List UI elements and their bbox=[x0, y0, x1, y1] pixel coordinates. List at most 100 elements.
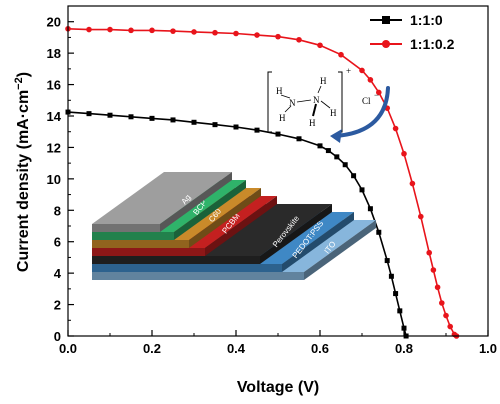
y-axis-ticks: 0 2 4 6 8 10 12 14 16 18 20 bbox=[47, 5, 74, 344]
data-point-circle bbox=[317, 42, 323, 49]
cation-charge: + bbox=[346, 66, 351, 76]
data-point-square bbox=[334, 154, 340, 160]
series-line-2 bbox=[67, 28, 457, 337]
data-point-circle bbox=[409, 180, 416, 187]
layer-front-face bbox=[92, 256, 260, 264]
y-axis-title-close: ) bbox=[15, 72, 32, 77]
data-point-square bbox=[384, 258, 390, 264]
x-axis-title: Voltage (V) bbox=[237, 379, 319, 396]
anion-charge: − bbox=[374, 90, 379, 100]
data-point-square bbox=[233, 124, 239, 130]
legend-label-2: 1:1:0.2 bbox=[410, 36, 455, 52]
series-layer bbox=[65, 25, 460, 339]
data-point-circle bbox=[418, 213, 424, 220]
plot-frame bbox=[67, 5, 489, 337]
legend-label-1: 1:1:0 bbox=[410, 12, 443, 28]
y-tick-label: 14 bbox=[47, 109, 62, 124]
data-point-circle bbox=[401, 150, 407, 157]
legend-marker-circle bbox=[382, 40, 390, 48]
data-point-square bbox=[275, 131, 281, 137]
data-point-square bbox=[107, 112, 113, 118]
hydrogen-atom-2: H bbox=[279, 113, 286, 123]
data-point-circle bbox=[434, 284, 441, 291]
data-point-square bbox=[351, 173, 357, 179]
data-point-square bbox=[325, 148, 331, 154]
data-point-square bbox=[86, 111, 92, 117]
data-point-circle bbox=[359, 67, 365, 74]
data-point-square bbox=[212, 122, 218, 128]
interaction-arrow-head bbox=[330, 129, 342, 143]
layer-side-face bbox=[205, 196, 277, 256]
x-tick-label: 0.0 bbox=[59, 341, 77, 356]
layer-side-face bbox=[160, 172, 232, 232]
data-point-square bbox=[128, 114, 134, 120]
x-axis-ticks: 0.0 0.2 0.4 0.6 0.8 1.0 bbox=[59, 330, 497, 356]
layer-side-face bbox=[260, 204, 332, 264]
data-point-square bbox=[397, 308, 403, 314]
x-tick-label: 0.6 bbox=[311, 341, 329, 356]
data-point-circle bbox=[128, 27, 134, 34]
data-point-square bbox=[191, 119, 197, 125]
data-point-circle bbox=[254, 32, 260, 38]
x-tick-label: 0.4 bbox=[227, 341, 246, 356]
data-point-square bbox=[367, 206, 373, 212]
y-tick-label: 10 bbox=[47, 172, 61, 187]
data-point-circle bbox=[439, 300, 445, 306]
data-point-circle bbox=[170, 28, 176, 34]
data-point-circle bbox=[392, 125, 399, 132]
data-point-circle bbox=[447, 323, 454, 330]
legend: 1:1:0 1:1:0.2 bbox=[370, 12, 455, 52]
data-point-circle bbox=[430, 267, 437, 273]
nitrogen-atom-2: N bbox=[313, 95, 320, 105]
layer-side-face bbox=[282, 212, 354, 272]
data-point-circle bbox=[338, 51, 344, 58]
data-point-circle bbox=[107, 26, 113, 33]
layer-top-face bbox=[92, 172, 232, 224]
layer-front-face bbox=[92, 272, 304, 280]
data-point-circle bbox=[426, 249, 433, 256]
layer-side-face bbox=[189, 188, 261, 248]
data-point-square bbox=[254, 127, 260, 133]
layer-front-face bbox=[92, 248, 205, 256]
layer-front-face bbox=[92, 224, 160, 232]
x-tick-label: 0.8 bbox=[395, 341, 413, 356]
data-point-circle bbox=[212, 29, 218, 36]
data-point-circle bbox=[443, 312, 449, 319]
y-tick-label: 12 bbox=[47, 140, 61, 155]
x-tick-label: 1.0 bbox=[479, 341, 497, 356]
nitrogen-atom-1: N bbox=[289, 98, 296, 108]
hydrogen-atom-4: H bbox=[330, 108, 337, 118]
x-tick-label: 0.2 bbox=[143, 341, 161, 356]
data-point-square bbox=[359, 187, 365, 193]
data-point-circle bbox=[275, 33, 281, 40]
data-point-circle bbox=[191, 29, 197, 35]
data-point-square bbox=[388, 273, 394, 279]
y-axis-title-main: Current density (mA·cm bbox=[15, 90, 32, 272]
y-tick-label: 0 bbox=[54, 329, 61, 344]
y-tick-label: 6 bbox=[54, 235, 61, 250]
data-point-square bbox=[317, 143, 323, 149]
y-tick-label: 2 bbox=[54, 298, 61, 313]
data-point-circle bbox=[296, 36, 302, 43]
y-tick-label: 16 bbox=[47, 78, 61, 93]
y-tick-label: 8 bbox=[54, 203, 61, 218]
hydrogen-atom-5: H bbox=[309, 118, 316, 128]
layer-front-face bbox=[92, 232, 174, 240]
data-point-square bbox=[296, 136, 302, 142]
chloride-anion: Cl bbox=[362, 96, 371, 106]
interaction-arrow bbox=[334, 86, 390, 138]
data-point-square bbox=[393, 291, 399, 297]
data-point-circle bbox=[376, 89, 382, 96]
layer-front-face bbox=[92, 264, 282, 272]
molecule-structure: + N N H H H H H Cl − bbox=[267, 66, 390, 143]
data-point-square bbox=[170, 117, 176, 123]
data-point-square bbox=[342, 162, 348, 168]
y-tick-label: 20 bbox=[47, 15, 61, 30]
y-axis-title: Current density (mA·cm−2) bbox=[13, 72, 32, 272]
data-point-square bbox=[401, 325, 407, 331]
y-axis-title-exponent: −2 bbox=[13, 77, 25, 90]
layer-side-face bbox=[174, 180, 246, 240]
data-point-square bbox=[376, 229, 382, 235]
